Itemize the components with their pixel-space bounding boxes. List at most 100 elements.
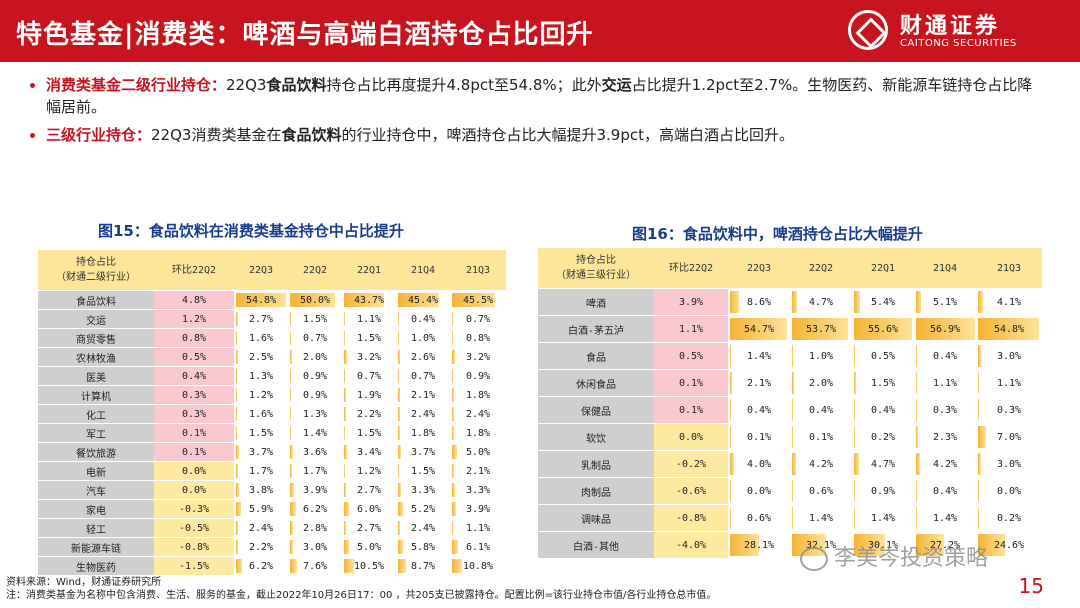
- change-cell: 0.0%: [654, 423, 728, 451]
- value-cell: 0.7%: [396, 366, 450, 386]
- change-cell: 0.3%: [154, 404, 234, 424]
- value-label: 0.4%: [870, 404, 896, 416]
- data-bar: [916, 480, 917, 502]
- data-bar: [730, 480, 731, 502]
- header-cell: 22Q1: [852, 248, 914, 289]
- value-cell: 2.0%: [288, 347, 342, 367]
- value-label: 3.9%: [302, 484, 328, 496]
- table-row: 白酒-茅五泸 1.1% 54.7% 53.7% 55.6% 56.9% 54.8%: [538, 315, 1042, 343]
- bullet-list: 消费类基金二级行业持仓：22Q3食品饮料持仓占比再度提升4.8pct至54.8%…: [30, 74, 1040, 152]
- value-label: 4.2%: [932, 458, 958, 470]
- value-cell: 1.6%: [234, 328, 288, 348]
- value-cell: 4.0%: [728, 450, 790, 478]
- footnotes: 资料来源：Wind，财通证券研究所 注：消费类基金为名称中包含消费、生活、服务的…: [6, 576, 716, 602]
- data-bar: [978, 426, 986, 448]
- value-label: 5.2%: [410, 503, 436, 515]
- value-cell: 3.6%: [288, 442, 342, 462]
- value-label: 2.4%: [248, 522, 274, 534]
- value-label: 1.7%: [302, 465, 328, 477]
- value-cell: 28.1%: [728, 531, 790, 559]
- change-cell: -0.5%: [154, 518, 234, 538]
- data-bar: [344, 331, 346, 345]
- data-bar: [854, 291, 860, 313]
- value-cell: 3.4%: [342, 442, 396, 462]
- data-bar: [398, 369, 399, 383]
- value-cell: 2.7%: [342, 480, 396, 500]
- bullet-1-text: 持仓占比再度提升4.8pct至54.8%；此外: [326, 76, 602, 94]
- value-label: 7.6%: [302, 560, 328, 572]
- data-bar: [854, 318, 913, 340]
- value-cell: 5.9%: [234, 499, 288, 519]
- value-label: 7.0%: [996, 431, 1022, 443]
- header-cell: 22Q2: [790, 248, 852, 289]
- value-label: 3.0%: [996, 350, 1022, 362]
- data-bar: [730, 345, 732, 367]
- value-cell: 7.6%: [288, 556, 342, 576]
- table-row: 调味品 -0.8% 0.6% 1.4% 1.4% 1.4% 0.2%: [538, 504, 1042, 532]
- value-cell: 0.7%: [342, 366, 396, 386]
- data-bar: [792, 507, 794, 529]
- data-bar: [398, 559, 406, 573]
- value-cell: 0.2%: [852, 423, 914, 451]
- data-bar: [398, 388, 400, 402]
- row-label: 啤酒: [538, 288, 654, 316]
- table-row: 电新 0.0% 1.7% 1.7% 1.2% 1.5% 2.1%: [38, 461, 506, 481]
- value-cell: 50.0%: [288, 290, 342, 310]
- definition-note: 注：消费类基金为名称中包含消费、生活、服务的基金，截止2022年10月26日17…: [6, 590, 717, 601]
- header-cell: 22Q3: [728, 248, 790, 289]
- value-cell: 45.4%: [396, 290, 450, 310]
- value-cell: 2.2%: [234, 537, 288, 557]
- value-label: 0.3%: [932, 404, 958, 416]
- value-cell: 3.9%: [450, 499, 506, 519]
- page-number: 15: [1018, 574, 1044, 598]
- value-cell: 1.2%: [342, 461, 396, 481]
- company-logo: 财通证券 CAITONG SECURITIES: [848, 8, 1048, 56]
- change-cell: 0.5%: [654, 342, 728, 370]
- value-label: 0.4%: [808, 404, 834, 416]
- value-label: 45.5%: [462, 294, 494, 306]
- bullet-2-label: 三级行业持仓：: [46, 126, 152, 144]
- header-cell: 22Q3: [234, 250, 288, 291]
- data-bar: [398, 521, 401, 535]
- value-cell: 45.5%: [450, 290, 506, 310]
- value-cell: 1.7%: [288, 461, 342, 481]
- bullet-1-label: 消费类基金二级行业持仓：: [46, 76, 227, 94]
- value-label: 2.7%: [356, 484, 382, 496]
- change-cell: 0.3%: [154, 385, 234, 405]
- value-label: 10.8%: [462, 560, 494, 572]
- header-cell: 21Q3: [450, 250, 506, 291]
- bullet-2-bold: 食品饮料: [281, 126, 342, 144]
- value-label: 6.0%: [356, 503, 382, 515]
- value-label: 2.4%: [410, 408, 436, 420]
- data-bar: [730, 291, 739, 313]
- value-label: 30.1%: [867, 539, 899, 551]
- change-cell: 0.1%: [154, 442, 234, 462]
- value-label: 1.2%: [356, 465, 382, 477]
- value-label: 0.1%: [808, 431, 834, 443]
- wechat-icon: [800, 547, 828, 571]
- data-bar: [236, 559, 242, 573]
- data-bar: [344, 407, 346, 421]
- data-bar: [344, 521, 347, 535]
- change-cell: 3.9%: [654, 288, 728, 316]
- value-cell: 0.9%: [288, 366, 342, 386]
- value-cell: 1.4%: [914, 504, 976, 532]
- table-row: 休闲食品 0.1% 2.1% 2.0% 1.5% 1.1% 1.1%: [538, 369, 1042, 397]
- value-label: 1.1%: [356, 313, 382, 325]
- value-label: 2.5%: [248, 351, 274, 363]
- data-bar: [290, 312, 292, 326]
- change-cell: 4.8%: [154, 290, 234, 310]
- value-cell: 1.6%: [234, 404, 288, 424]
- value-label: 1.9%: [356, 389, 382, 401]
- data-bar: [290, 445, 294, 459]
- table-row: 商贸零售 0.8% 1.6% 0.7% 1.5% 1.0% 0.8%: [38, 328, 506, 348]
- data-bar: [344, 502, 350, 516]
- row-label: 汽车: [38, 480, 154, 500]
- value-label: 0.9%: [302, 370, 328, 382]
- data-bar: [344, 559, 354, 573]
- value-cell: 5.1%: [914, 288, 976, 316]
- value-cell: 30.1%: [852, 531, 914, 559]
- data-bar: [854, 399, 855, 421]
- value-cell: 1.0%: [790, 342, 852, 370]
- row-label: 化工: [38, 404, 154, 424]
